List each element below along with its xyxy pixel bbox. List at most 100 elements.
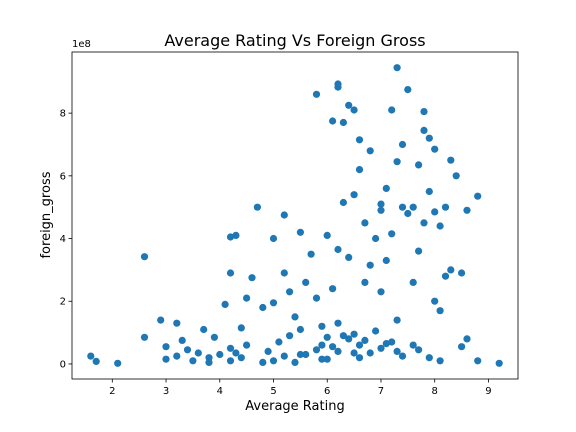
scatter-point [425, 354, 433, 362]
scatter-point [415, 247, 423, 255]
scatter-point [243, 341, 251, 349]
scatter-point [366, 147, 374, 155]
scatter-point [226, 233, 235, 241]
scatter-point [409, 278, 417, 286]
scatter-point [382, 256, 390, 265]
scatter-point [447, 266, 455, 274]
scatter-point [178, 336, 186, 344]
scatter-point [296, 350, 304, 359]
scatter-point [409, 341, 417, 349]
scatter-point [216, 350, 224, 359]
scatter-point [393, 64, 401, 72]
scatter-point [350, 191, 358, 199]
scatter-point [372, 327, 380, 335]
scatter-point [463, 335, 471, 343]
scatter-point [243, 294, 251, 302]
scatter-point [280, 352, 288, 360]
scatter-point [329, 117, 337, 125]
scatter-point [232, 231, 240, 239]
scatter-point [87, 352, 95, 360]
scatter-point [312, 294, 321, 302]
scatter-point [259, 303, 267, 312]
scatter-point [114, 359, 122, 367]
scatter-point [189, 357, 197, 365]
scatter-point [296, 228, 304, 236]
scatter-point [264, 347, 272, 355]
scatter-point [441, 272, 450, 280]
scatter-point [210, 333, 218, 341]
scatter-point [296, 325, 304, 334]
scatter-point [173, 319, 181, 327]
scatter-point [307, 250, 315, 258]
scatter-point [248, 274, 256, 282]
scatter-point [398, 140, 407, 149]
scatter-point [286, 288, 294, 296]
scatter-point [377, 206, 385, 214]
scatter-point [194, 349, 202, 357]
y-tick-label: 0 [60, 359, 66, 370]
scatter-point [318, 341, 326, 349]
scatter-point [269, 299, 278, 307]
scatter-point [162, 355, 170, 363]
chart-title: Average Rating Vs Foreign Gross [164, 31, 425, 50]
scatter-point [393, 347, 401, 355]
scatter-point [425, 134, 433, 142]
scatter-point [366, 349, 374, 357]
scatter-point [393, 158, 401, 166]
scatter-point [377, 200, 385, 208]
scatter-point [334, 347, 342, 355]
scatter-point [345, 335, 353, 343]
scatter-point [361, 336, 369, 344]
scatter-point [431, 145, 439, 153]
scatter-point [474, 192, 482, 200]
x-axis-ticks: 2 3 4 5 6 7 8 9 [109, 379, 492, 397]
scatter-point [350, 106, 358, 114]
x-tick-label: 4 [217, 386, 223, 397]
scatter-point [463, 206, 471, 214]
scatter-point [259, 358, 267, 366]
scatter-point [495, 359, 503, 367]
scatter-point [452, 172, 460, 180]
scatter-point [280, 269, 288, 277]
scatter-point [409, 203, 417, 211]
scatter-point [253, 203, 261, 211]
scatter-point [329, 285, 337, 293]
scatter-point [441, 203, 450, 211]
scatter-point [318, 355, 326, 363]
x-tick-label: 6 [324, 386, 330, 397]
scatter-point [404, 209, 412, 218]
scatter-point [302, 350, 310, 359]
scatter-point [355, 354, 364, 362]
scatter-point [382, 340, 390, 348]
scatter-point [205, 358, 213, 366]
scatter-point [431, 208, 439, 216]
scatter-point [377, 288, 385, 296]
y-axis-ticks: 0 2 4 6 8 [60, 109, 72, 370]
y-axis-offset-text: 1e8 [72, 39, 91, 50]
scatter-point [140, 333, 149, 341]
scatter-point [447, 156, 455, 164]
scatter-point [275, 338, 283, 346]
scatter-point [436, 222, 444, 230]
scatter-point [334, 319, 342, 327]
scatter-point [286, 332, 294, 340]
y-tick-label: 6 [60, 171, 66, 182]
axes-frame [71, 51, 519, 380]
scatter-point [334, 245, 342, 254]
scatter-point [318, 322, 326, 330]
scatter-point [334, 83, 342, 91]
scatter-point [302, 278, 310, 286]
scatter-point [361, 219, 369, 227]
scatter-point [377, 344, 385, 352]
scatter-point [345, 253, 353, 261]
scatter-point [173, 352, 181, 360]
scatter-point [382, 184, 390, 192]
scatter-point [436, 357, 444, 365]
scatter-point [420, 108, 428, 116]
scatter-point [269, 234, 278, 243]
scatter-point [329, 343, 337, 351]
y-tick-label: 4 [60, 234, 66, 245]
scatter-point [398, 203, 407, 211]
